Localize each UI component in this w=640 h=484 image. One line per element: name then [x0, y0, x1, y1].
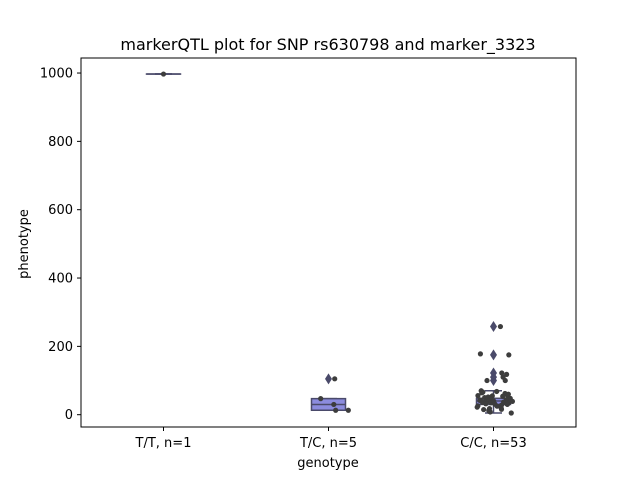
- data-point: [475, 405, 480, 410]
- chart-title: markerQTL plot for SNP rs630798 and mark…: [120, 35, 535, 55]
- data-point: [484, 378, 489, 383]
- data-point: [505, 402, 510, 407]
- data-point: [506, 352, 511, 357]
- data-point: [481, 407, 486, 412]
- y-tick-label: 200: [48, 340, 73, 355]
- y-tick-label: 600: [48, 203, 73, 218]
- data-point: [488, 409, 493, 414]
- data-point: [475, 393, 480, 398]
- x-tick-label: T/C, n=5: [299, 436, 357, 451]
- data-point: [331, 402, 336, 407]
- data-point: [494, 389, 499, 394]
- x-axis-label: genotype: [297, 456, 358, 471]
- outlier-marker: [490, 321, 497, 332]
- outlier-marker: [490, 349, 497, 360]
- data-point: [498, 324, 503, 329]
- y-tick-label: 800: [48, 135, 73, 150]
- data-point: [499, 407, 504, 412]
- y-tick-label: 1000: [40, 67, 73, 82]
- outlier-marker: [325, 373, 332, 384]
- data-point: [161, 71, 166, 76]
- data-point: [346, 408, 351, 413]
- x-tick-label: C/C, n=53: [460, 436, 526, 451]
- y-axis-ticks: 0 200 400 600 800 1000: [40, 67, 81, 424]
- data-point: [332, 376, 337, 381]
- y-axis-label: phenotype: [17, 209, 32, 279]
- data-point: [478, 351, 483, 356]
- data-point: [503, 378, 508, 383]
- data-point: [509, 410, 514, 415]
- y-tick-label: 400: [48, 272, 73, 287]
- plot-marks: [147, 71, 516, 415]
- data-point: [483, 401, 488, 406]
- data-point: [333, 408, 338, 413]
- x-axis-ticks: T/T, n=1 T/C, n=5 C/C, n=53: [135, 427, 527, 451]
- x-tick-label: T/T, n=1: [135, 436, 192, 451]
- data-point: [318, 396, 323, 401]
- y-tick-label: 0: [65, 408, 73, 423]
